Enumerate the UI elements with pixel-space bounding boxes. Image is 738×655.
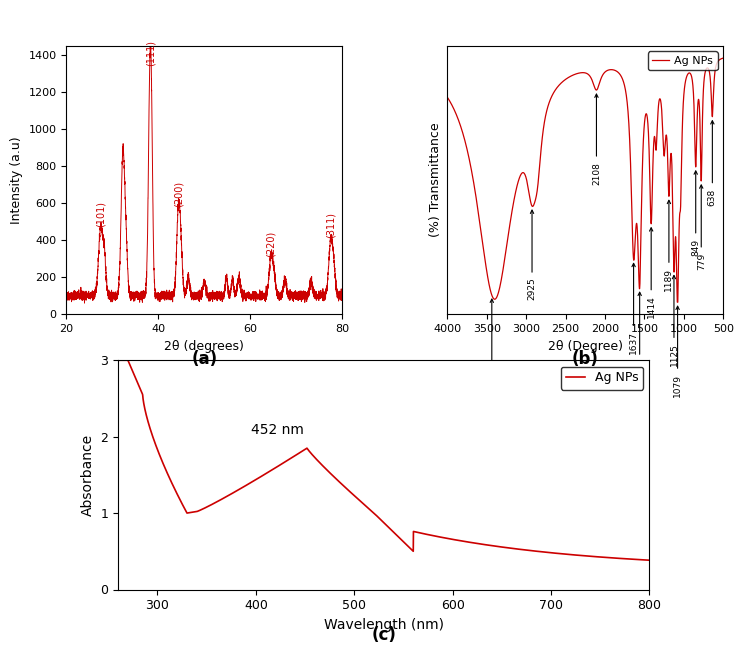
Legend: Ag NPs: Ag NPs — [561, 367, 644, 390]
Y-axis label: (%) Transmittance: (%) Transmittance — [429, 123, 442, 238]
Text: 779: 779 — [697, 185, 706, 270]
Y-axis label: Absorbance: Absorbance — [80, 434, 94, 516]
X-axis label: 2θ (Degree): 2θ (Degree) — [548, 340, 623, 352]
Text: 1414: 1414 — [646, 228, 655, 318]
Text: 1637: 1637 — [629, 263, 638, 354]
Text: (101): (101) — [96, 201, 106, 227]
Text: 452 nm: 452 nm — [251, 422, 304, 437]
Text: 1560: 1560 — [635, 292, 644, 383]
Text: (311): (311) — [326, 212, 336, 238]
Text: 1079: 1079 — [673, 307, 682, 397]
Legend: Ag NPs: Ag NPs — [648, 51, 717, 70]
Text: 849: 849 — [692, 171, 700, 255]
X-axis label: Wavelength (nm): Wavelength (nm) — [324, 618, 444, 632]
Text: (111): (111) — [145, 40, 155, 66]
Text: 1125: 1125 — [669, 276, 678, 366]
Text: (200): (200) — [173, 181, 184, 207]
Text: (c): (c) — [371, 626, 396, 643]
Text: 3435: 3435 — [487, 299, 497, 390]
Text: 2108: 2108 — [592, 94, 601, 185]
X-axis label: 2θ (degrees): 2θ (degrees) — [165, 340, 244, 352]
Text: (a): (a) — [191, 350, 218, 368]
Y-axis label: Intensity (a.u): Intensity (a.u) — [10, 136, 23, 224]
Text: 1189: 1189 — [664, 200, 673, 291]
Text: 2925: 2925 — [528, 210, 537, 301]
Text: 638: 638 — [708, 121, 717, 206]
Text: (b): (b) — [572, 350, 599, 368]
Text: (220): (220) — [266, 231, 276, 257]
